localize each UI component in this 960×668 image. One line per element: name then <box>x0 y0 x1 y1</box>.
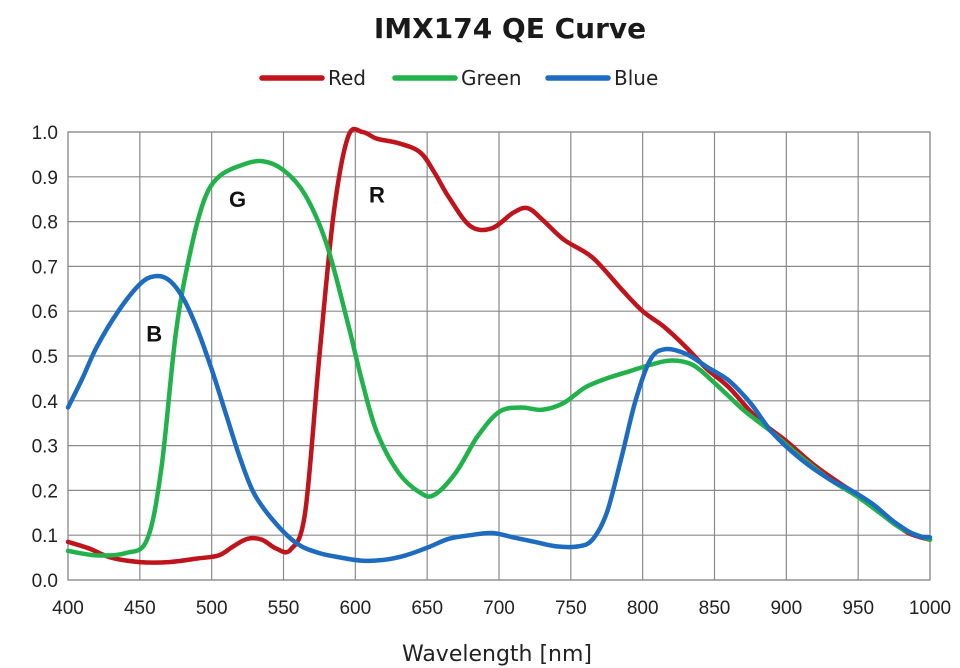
y-tick-label: 0.8 <box>32 213 58 234</box>
y-tick-label: 0.7 <box>32 257 58 278</box>
grid-lines <box>67 131 931 581</box>
series-line-blue <box>65 273 933 564</box>
x-tick-label: 600 <box>339 598 371 619</box>
y-tick-label: 0.3 <box>32 437 58 458</box>
series-lines <box>65 126 933 565</box>
x-tick-label: 500 <box>196 598 228 619</box>
legend: Red Green Blue <box>259 66 658 90</box>
y-tick-label: 0.1 <box>32 526 58 547</box>
x-tick-label: 900 <box>770 598 802 619</box>
x-tick-label: 800 <box>627 598 659 619</box>
y-tick-label: 1.0 <box>32 123 58 144</box>
series-line-green <box>65 158 933 558</box>
legend-label-blue: Blue <box>614 66 658 90</box>
x-tick-label: 550 <box>268 598 300 619</box>
x-tick-label: 1000 <box>909 598 951 619</box>
y-tick-label: 0.9 <box>32 168 58 189</box>
x-tick-labels: 400 450 500 550 600 650 700 750 800 850 900 950 1000 <box>52 598 951 619</box>
x-axis-label: Wavelength [nm] <box>402 642 592 667</box>
annotation-r: R <box>369 183 385 208</box>
y-tick-label: 0.5 <box>32 347 58 368</box>
y-tick-label: 0.2 <box>32 481 58 502</box>
y-tick-label: 0.4 <box>32 392 59 413</box>
x-tick-label: 450 <box>124 598 156 619</box>
series-line-red <box>65 126 933 565</box>
x-tick-label: 750 <box>555 598 587 619</box>
annotation-g: G <box>229 187 246 212</box>
chart-title: IMX174 QE Curve <box>374 12 646 45</box>
curve-annotations: B G R <box>146 183 385 347</box>
legend-label-red: Red <box>328 66 366 90</box>
y-tick-label: 0.6 <box>32 302 58 323</box>
legend-label-green: Green <box>461 66 522 90</box>
x-tick-label: 650 <box>411 598 443 619</box>
plot-frame <box>67 131 931 581</box>
y-tick-labels: 0.0 0.1 0.2 0.3 0.4 0.5 0.6 0.7 0.8 0.9 1.0 <box>32 123 59 592</box>
x-tick-label: 400 <box>52 598 84 619</box>
x-tick-label: 700 <box>483 598 515 619</box>
y-tick-label: 0.0 <box>32 571 58 592</box>
x-tick-label: 850 <box>699 598 731 619</box>
annotation-b: B <box>146 322 162 347</box>
x-tick-label: 950 <box>842 598 874 619</box>
